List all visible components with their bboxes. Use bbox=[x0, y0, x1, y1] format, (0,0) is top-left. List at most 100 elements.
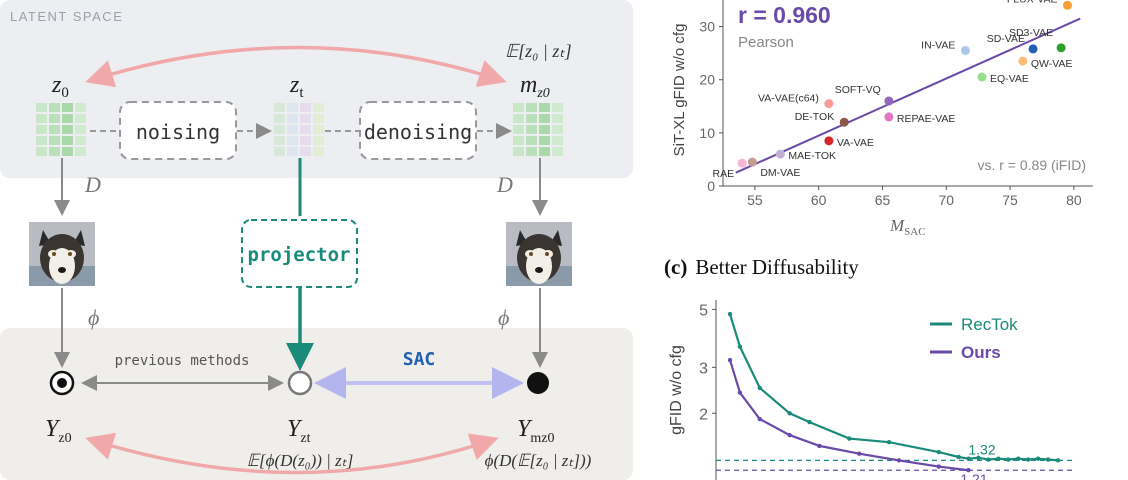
curve-point bbox=[847, 436, 852, 441]
curve-point bbox=[787, 432, 792, 438]
curve-point bbox=[1025, 457, 1031, 462]
scatter-point bbox=[1056, 43, 1066, 53]
line-chart: 5 3 2 1.32 1.21 RecTok Ours bbox=[699, 300, 1072, 480]
bottom-pink-arrow bbox=[85, 432, 499, 475]
scatter-point bbox=[960, 45, 970, 55]
scatter-chart: 0 10 20 30 55 60 65 70 75 80 FLUX-VAE SD3-VAESD-VAE… bbox=[699, 0, 1093, 208]
latent-cell bbox=[75, 136, 86, 145]
latent-cell bbox=[49, 125, 60, 134]
scatter-point bbox=[824, 136, 834, 146]
latent-cell bbox=[300, 114, 311, 123]
scatter-fit-line bbox=[735, 17, 1081, 174]
latent-cell bbox=[513, 114, 524, 123]
curve-point bbox=[857, 451, 862, 456]
projector-label: projector bbox=[248, 244, 351, 266]
scatter-point bbox=[824, 99, 834, 109]
top-pink-arrow bbox=[85, 45, 507, 88]
curve-point bbox=[1006, 457, 1011, 462]
scatter-ytick-label: 10 bbox=[699, 125, 715, 141]
curve-ytick-label: 2 bbox=[699, 406, 708, 423]
curve-ytick-label: 3 bbox=[699, 360, 708, 377]
Ymz0-node bbox=[527, 372, 549, 394]
curve-point bbox=[966, 456, 971, 461]
denoising-box bbox=[359, 101, 477, 160]
latent-cell bbox=[274, 103, 285, 112]
latent-cell bbox=[49, 114, 60, 123]
zt-label: zt bbox=[289, 72, 304, 101]
latent-cell bbox=[539, 103, 550, 112]
curve-point bbox=[1016, 456, 1021, 461]
scatter-point bbox=[1062, 0, 1072, 10]
latent-cell bbox=[75, 114, 86, 123]
curve-ylabel: gFID w/o cfg bbox=[668, 345, 685, 435]
scatter-point bbox=[884, 96, 894, 106]
scatter-ytick-label: 20 bbox=[699, 72, 715, 88]
latent-cell bbox=[539, 114, 550, 123]
latent-cell bbox=[526, 114, 537, 123]
previous-methods-label: previous methods bbox=[115, 353, 250, 369]
curve-point bbox=[757, 385, 763, 391]
latent-cell bbox=[300, 147, 311, 156]
curve-point bbox=[1045, 457, 1051, 462]
latent-cell bbox=[552, 103, 563, 112]
latent-cell bbox=[300, 136, 311, 145]
scatter-point-label: EQ-VAE bbox=[990, 73, 1029, 85]
legend-label: Ours bbox=[961, 343, 1001, 362]
curve-point bbox=[1035, 456, 1041, 461]
alt-correlation-note: vs. r = 0.89 (iFID) bbox=[977, 157, 1086, 173]
latent-cell bbox=[36, 114, 47, 123]
mz0-latent-grid bbox=[513, 103, 563, 156]
curve-point bbox=[737, 344, 743, 349]
latent-cell bbox=[313, 114, 324, 123]
latent-cell bbox=[300, 103, 311, 112]
latent-cell bbox=[36, 103, 47, 112]
latent-cell bbox=[513, 147, 524, 156]
latent-cell bbox=[539, 125, 550, 134]
panel-caption: (c) Better Diffusability bbox=[664, 255, 859, 279]
curve-point bbox=[817, 443, 822, 449]
latent-cell bbox=[526, 125, 537, 134]
pearson-label: Pearson bbox=[738, 34, 794, 51]
scatter-point-label: MAE-TOK bbox=[788, 150, 836, 162]
latent-cell bbox=[513, 125, 524, 134]
scatter-point bbox=[1028, 44, 1038, 54]
scatter-point-label: IN-VAE bbox=[921, 39, 955, 51]
latent-cell bbox=[513, 136, 524, 145]
scatter-point bbox=[747, 157, 757, 167]
scatter-xtick-label: 65 bbox=[875, 192, 891, 208]
latent-cell bbox=[513, 103, 524, 112]
curve-point bbox=[936, 449, 941, 455]
dog-image-right bbox=[506, 222, 572, 286]
dog-image-left bbox=[29, 222, 95, 286]
scatter-xtick-label: 60 bbox=[811, 192, 827, 208]
curve-point bbox=[996, 456, 1001, 461]
curve-point bbox=[976, 455, 981, 461]
latent-cell bbox=[62, 103, 73, 112]
scatter-point-label: SD3-VAE bbox=[1009, 27, 1053, 39]
mz0-label: mz0 bbox=[520, 72, 550, 101]
latent-cell bbox=[552, 114, 563, 123]
z0-label: z0 bbox=[51, 72, 69, 101]
noising-label: noising bbox=[136, 120, 220, 144]
legend-label: RecTok bbox=[961, 315, 1018, 334]
curve-point bbox=[966, 468, 971, 473]
curve-point bbox=[757, 416, 763, 422]
curve-series-line bbox=[728, 313, 1059, 462]
curve-point bbox=[1055, 458, 1061, 463]
curve-point bbox=[787, 411, 792, 416]
scatter-point-label: SOFT-VQ bbox=[835, 84, 881, 96]
rectok-final-value: 1.32 bbox=[968, 441, 995, 457]
z0-latent-grid bbox=[36, 103, 86, 156]
latent-space-label: LATENT SPACE bbox=[10, 9, 123, 24]
ours-final-value: 1.21 bbox=[960, 471, 987, 480]
latent-cell bbox=[49, 103, 60, 112]
Ymz0-label: Ymz0 bbox=[517, 416, 554, 446]
scatter-xtick-label: 75 bbox=[1002, 192, 1018, 208]
scatter-point-label: DM-VAE bbox=[760, 167, 800, 179]
latent-cell bbox=[313, 125, 324, 134]
latent-cell bbox=[62, 136, 73, 145]
latent-cell bbox=[313, 136, 324, 145]
latent-cell bbox=[552, 147, 563, 156]
pearson-r-value: r = 0.960 bbox=[738, 2, 831, 28]
